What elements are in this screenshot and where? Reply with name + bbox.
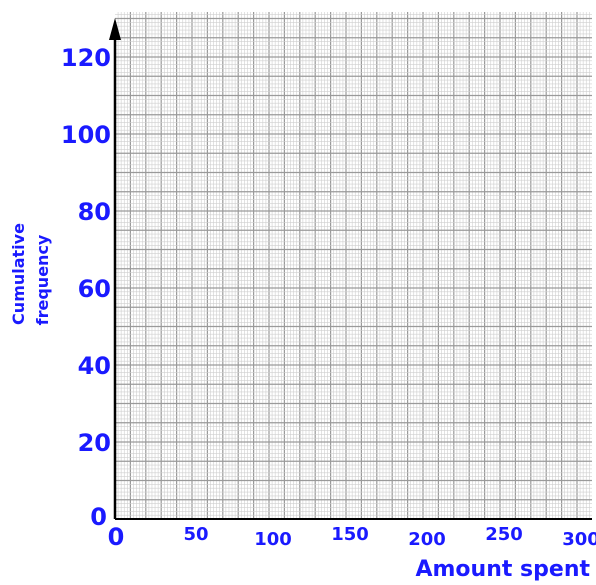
y-axis-title-line-1: Cumulative [9,223,28,325]
y-tick-label: 20 [78,429,111,457]
y-tick-labels: 0 20 40 60 80 100 120 [61,44,111,531]
x-tick-label: 0 [108,523,125,551]
x-tick-label: 250 [485,524,523,545]
y-axis-arrow-icon [109,18,121,40]
y-tick-label: 0 [90,503,107,531]
y-tick-label: 100 [61,121,111,149]
y-tick-label: 120 [61,44,111,72]
x-tick-label: 100 [254,529,292,550]
x-tick-label: 300 [562,529,596,550]
y-tick-label: 60 [78,275,111,303]
y-axis-title-line-2: frequency [33,234,52,325]
x-tick-label: 200 [408,529,446,550]
y-tick-label: 40 [78,352,111,380]
y-tick-label: 80 [78,198,111,226]
grid [115,12,592,519]
axes [109,18,592,520]
x-axis-title: Amount spent [415,557,590,582]
x-tick-label: 150 [331,524,369,545]
x-tick-labels: 0 50 100 150 200 250 300 [108,523,596,551]
x-tick-label: 50 [183,524,208,545]
